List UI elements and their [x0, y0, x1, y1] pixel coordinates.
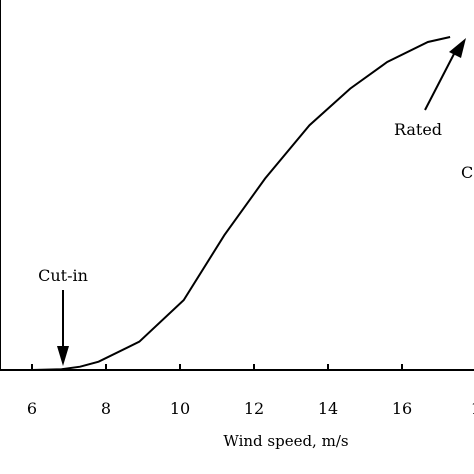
x-tick-label: 16: [392, 399, 412, 418]
x-tick-label: 1: [471, 399, 474, 418]
x-tick-label: 10: [170, 399, 190, 418]
rated-arrow-shaft: [424, 51, 456, 111]
cut-in-arrowhead: [57, 346, 69, 366]
annotations: Cut-in Rated C: [38, 38, 473, 366]
rated-label: Rated: [394, 120, 442, 139]
axes: [0, 0, 474, 371]
rated-arrowhead: [449, 38, 466, 58]
power-curve-line: [0, 36, 451, 371]
x-tick-label: 6: [27, 399, 37, 418]
x-tick-label: 14: [318, 399, 338, 418]
x-tick-labels: 6 8 10 12 14 16 1: [27, 399, 474, 418]
cut-in-label: Cut-in: [38, 266, 88, 285]
x-tick-label: 12: [244, 399, 264, 418]
x-tick-label: 8: [101, 399, 111, 418]
cut-out-label-partial: C: [461, 163, 473, 182]
x-axis-label: Wind speed, m/s: [223, 432, 348, 450]
